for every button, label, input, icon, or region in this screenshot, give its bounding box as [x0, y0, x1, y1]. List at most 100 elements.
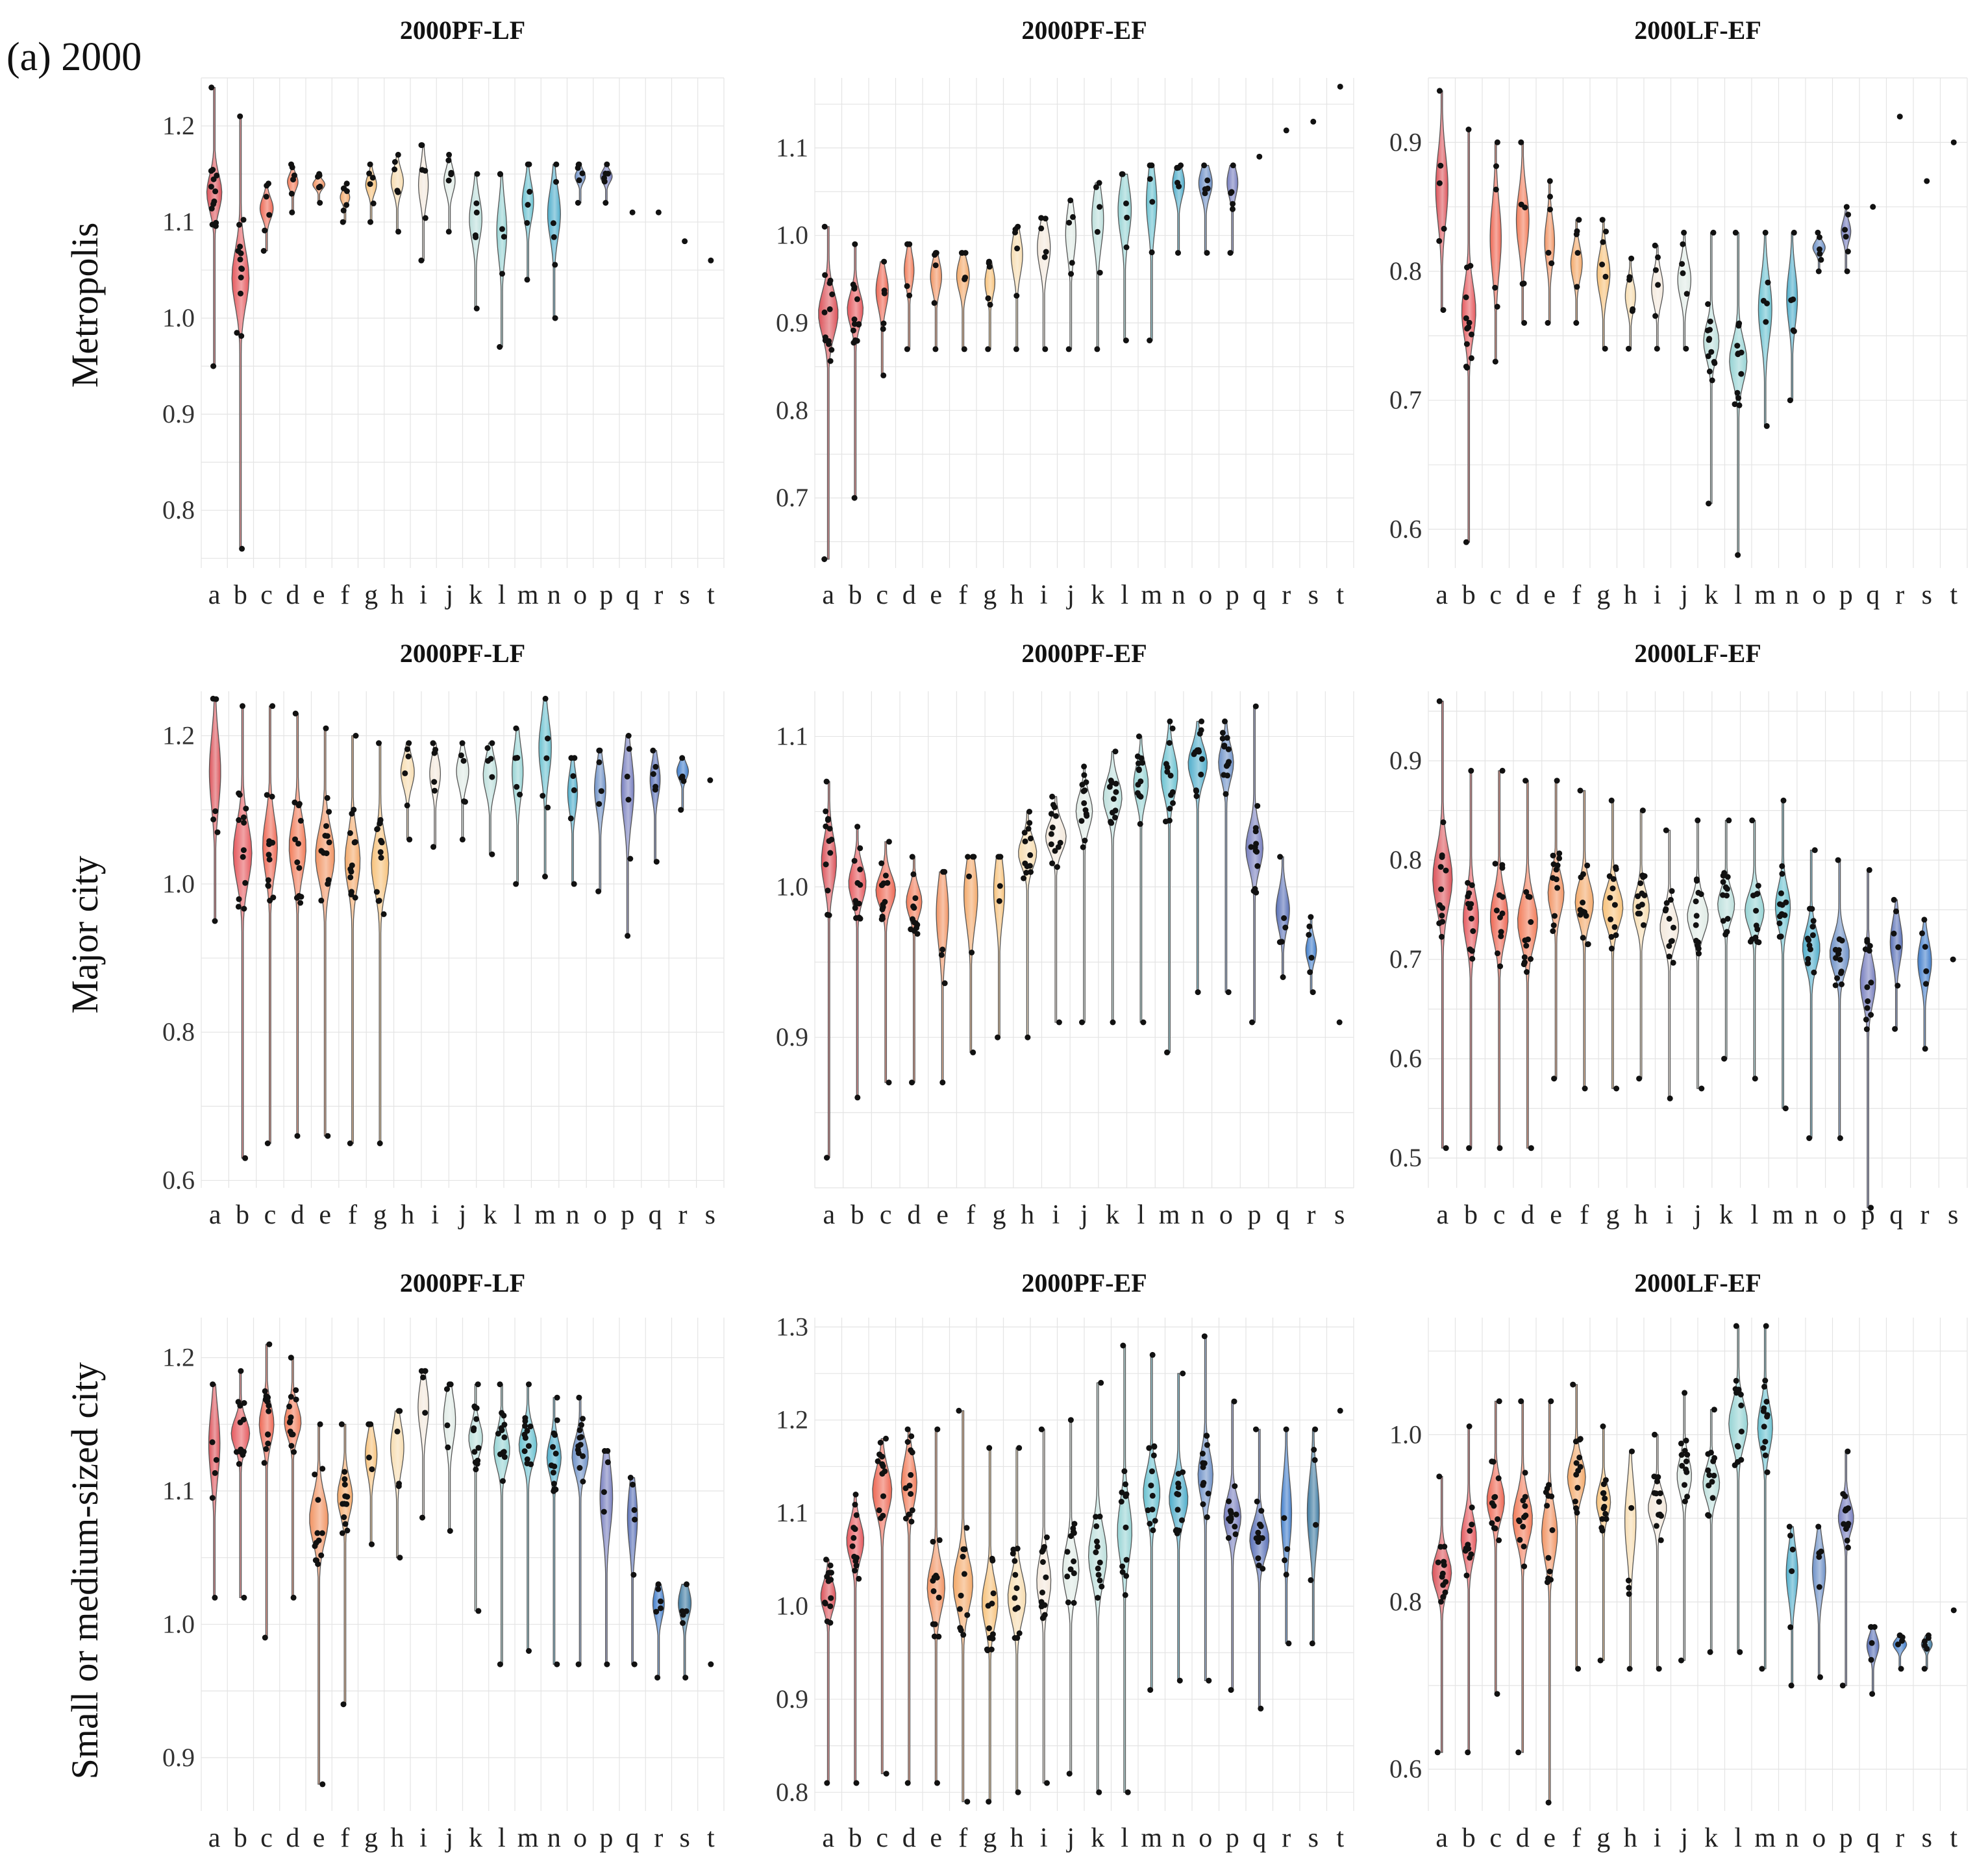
data-point [932, 262, 939, 269]
data-point [1081, 763, 1087, 770]
data-point [886, 1079, 892, 1086]
data-point [1496, 1398, 1502, 1405]
data-point [1896, 1632, 1903, 1638]
data-point [525, 1443, 532, 1449]
data-point [576, 177, 582, 184]
data-point [1120, 1342, 1126, 1349]
data-point [1597, 1657, 1604, 1664]
data-point [1066, 1771, 1073, 1777]
data-point [1868, 1012, 1874, 1018]
x-tick-label: m [517, 580, 539, 610]
data-point [1816, 1584, 1822, 1590]
data-point [1923, 981, 1929, 987]
data-point [234, 330, 240, 336]
data-point [853, 1562, 860, 1569]
data-point [1817, 234, 1822, 240]
data-point [1522, 778, 1529, 784]
data-point [1013, 293, 1020, 299]
x-tick-label: p [1226, 580, 1239, 610]
x-tick-label: q [1866, 1823, 1880, 1853]
data-point [1570, 1381, 1576, 1388]
data-point [1492, 358, 1498, 365]
data-point [1038, 1426, 1045, 1433]
data-point [1079, 1019, 1085, 1026]
x-tick-label: c [260, 580, 273, 610]
data-point [1551, 1076, 1558, 1082]
data-point [960, 1546, 967, 1553]
data-point [1817, 246, 1822, 252]
data-point [293, 1387, 299, 1394]
data-point [1258, 1523, 1264, 1529]
data-point [1683, 1437, 1689, 1444]
data-point [235, 904, 242, 910]
data-point [580, 1453, 586, 1459]
panel-title: 2000PF-LF [400, 1268, 525, 1298]
data-point [1136, 766, 1142, 772]
data-point [654, 1675, 661, 1681]
data-point [1311, 1447, 1317, 1453]
data-point [880, 320, 887, 326]
data-point [1868, 1205, 1874, 1211]
data-point [997, 883, 1003, 889]
data-point [1175, 164, 1182, 171]
data-point [1738, 1429, 1745, 1434]
data-point [1253, 1426, 1259, 1433]
data-point [208, 184, 214, 190]
x-tick-label: c [876, 580, 888, 610]
data-point [875, 1458, 881, 1464]
x-tick-label: g [1597, 1823, 1610, 1853]
data-point [1255, 1539, 1261, 1545]
data-point [238, 333, 245, 339]
data-point [1495, 1475, 1502, 1481]
data-point [1223, 791, 1229, 797]
panel-0-0: 2000PF-LF0.80.91.01.11.2a b c d e f g h i j k l m n o p… [162, 16, 725, 610]
violin-shape [1677, 232, 1692, 349]
data-point [1709, 377, 1715, 384]
data-point [1167, 806, 1173, 812]
violin-shape [1829, 859, 1850, 1139]
y-tick-label: 1.0 [776, 1592, 808, 1621]
data-point [1492, 1494, 1498, 1500]
violin-shape [627, 1477, 638, 1665]
panel-title: 2000LF-EF [1634, 639, 1761, 668]
data-point [1787, 1532, 1793, 1539]
data-point [1195, 989, 1201, 996]
y-tick-label: 1.2 [162, 1343, 195, 1372]
x-tick-label: h [1010, 1823, 1024, 1853]
y-tick-label: 0.9 [162, 399, 195, 428]
data-point [1708, 1449, 1714, 1456]
data-point [678, 807, 684, 813]
violin-shape [1062, 1420, 1080, 1775]
data-point [652, 783, 659, 790]
data-point [1724, 874, 1731, 880]
panel-title: 2000PF-EF [1021, 16, 1147, 45]
data-point [1598, 1525, 1605, 1531]
data-point [1809, 924, 1816, 930]
data-point [326, 809, 332, 815]
x-tick-label: b [234, 580, 247, 610]
data-point [1044, 1780, 1050, 1786]
data-point [1168, 792, 1174, 798]
data-point [343, 188, 350, 194]
data-point [1738, 1457, 1745, 1463]
data-point [997, 854, 1004, 860]
data-point [1550, 928, 1556, 934]
violin-shape [676, 757, 690, 811]
data-point [288, 190, 295, 197]
x-tick-label: n [565, 1200, 579, 1230]
violin-shape [344, 735, 361, 1144]
violin-shape [1045, 796, 1067, 1023]
data-point [397, 1408, 403, 1414]
data-point [571, 881, 577, 887]
data-point [1683, 1458, 1689, 1464]
data-point [1135, 781, 1141, 788]
data-point [1711, 360, 1718, 366]
data-point [1601, 1503, 1608, 1510]
data-point [1027, 852, 1034, 858]
violin-shape [1460, 1425, 1477, 1753]
x-tick-label: h [1624, 1823, 1637, 1853]
data-point [241, 905, 247, 912]
data-point [1721, 1055, 1728, 1062]
violin-shape [818, 226, 839, 560]
data-point [499, 226, 505, 232]
